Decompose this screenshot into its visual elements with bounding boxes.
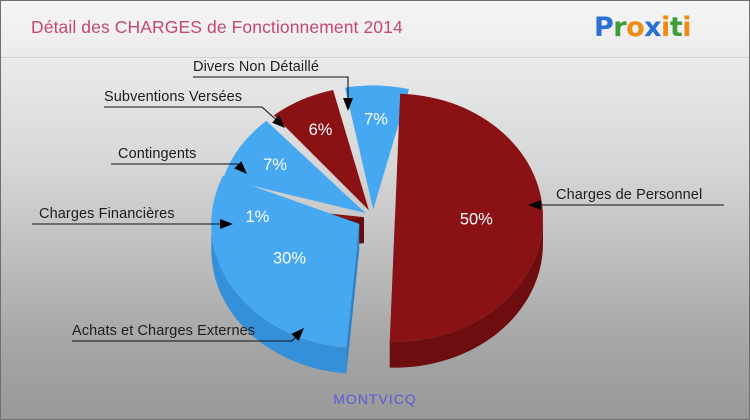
logo-letter-5: t [669,12,683,43]
slice-top-achats-et-charges-externes [211,175,360,348]
slice-value-divers-non-d-taill-: 7% [364,111,388,129]
callout-charges-financieres: Charges Financières [39,206,175,222]
page-title: Détail des CHARGES de Fonctionnement 201… [31,17,403,37]
header-band [1,1,749,58]
pie-slice-achats-et-charges-externes [211,223,360,374]
callout-contingents: Contingents [118,146,197,162]
slice-top-divers-non-d-taill- [344,85,410,210]
slice-value-charges-financi-res: 1% [246,208,270,226]
commune-caption: MONTVICQ [333,391,417,407]
logo-letter-4: i [661,12,670,43]
logo-letter-2: o [626,12,645,43]
slice-top-charges-de-personnel [389,93,543,342]
slice-wall [346,223,360,374]
slice-value-subventions-vers-es: 6% [309,121,333,139]
logo-letter-0: P [593,12,614,43]
proxiti-logo[interactable]: Proxiti [593,12,692,43]
pie-value-labels: 7% 6% 7% 1% 50% 30% [246,111,494,268]
slice-value-charges-de-personnel: 50% [460,210,493,228]
pie-tops [211,85,543,348]
callout-divers-non-detaille: Divers Non Détaillé [193,59,319,75]
callout-achats-et-charges-externes: Achats et Charges Externes [72,323,256,339]
callout-charges-de-personnel: Charges de Personnel [556,187,703,203]
callout-subventions-versees: Subventions Versées [104,89,243,105]
slice-value-contingents: 7% [263,156,287,174]
slice-top-subventions-vers-es [273,89,369,211]
slice-top-contingents [223,120,366,214]
slice-rim [389,217,543,368]
logo-letter-6: i [682,12,691,43]
logo-letter-1: r [613,12,627,43]
logo-letter-3: x [644,12,662,43]
slice-value-achats-et-charges-externes: 30% [273,249,306,267]
slice-rim [211,223,347,374]
